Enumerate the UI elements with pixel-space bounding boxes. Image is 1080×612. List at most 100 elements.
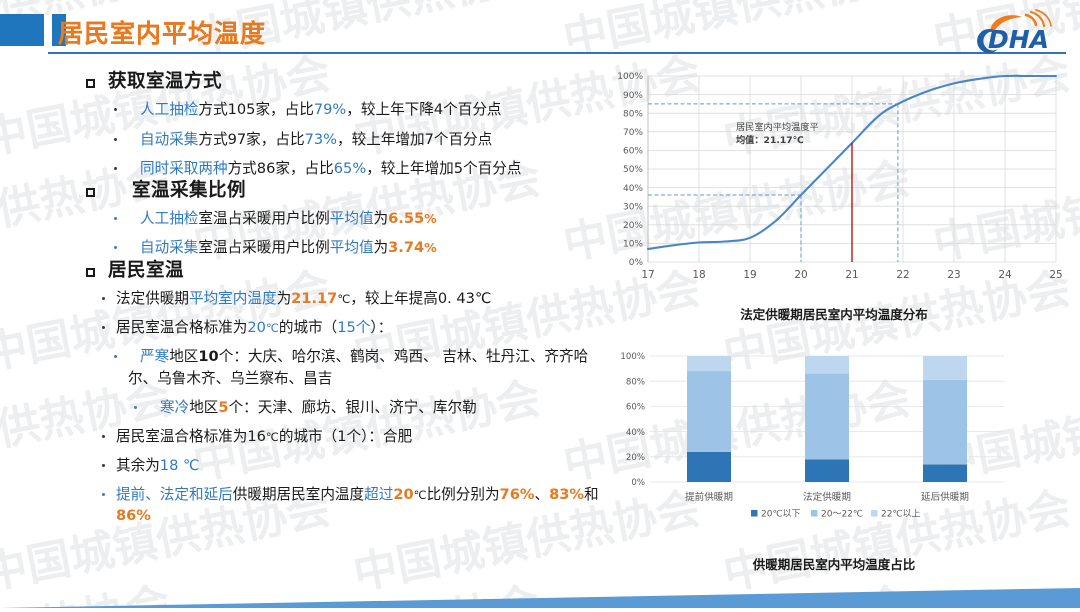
x-tick-label: 24 [998,269,1012,281]
section-heading-row: 室温采集比例 [86,179,606,201]
bullet-text: 人工抽检室温占采暖用户比例平均值为6.55% [128,208,437,229]
bullet-dot-icon [134,405,137,409]
text-run: 、 [534,486,550,504]
x-tick-label: 25 [1049,269,1062,281]
bullet-dot-icon [102,326,105,330]
text-run: ℃ [337,292,351,307]
bullet-dot-icon [102,434,105,438]
text-run: 同时采取两种 [140,159,228,177]
text-run: 自动采集 [140,239,199,257]
y-tick-label: 30% [623,202,643,212]
y-tick-label: 70% [623,128,643,138]
text-run: 10 [198,348,219,366]
x-tick-label: 18 [692,269,705,281]
x-category-label: 延后供暖期 [921,491,969,503]
x-category-label: 法定供暖期 [803,491,851,503]
bar-segment [805,356,849,374]
cdha-logo-icon: DHA [952,8,1064,56]
y-tick-label: 0% [631,478,645,488]
bar-segment [687,356,731,372]
bullet-text: 人工抽检方式105家，占比79%，较上年下降4个百分点 [128,99,502,120]
text-run: 法定供暖期 [116,290,189,308]
y-tick-label: 40% [626,428,645,438]
text-run: 家，占比 [275,159,334,177]
bullet-dot-icon [114,108,117,112]
text-run: 20 [393,486,414,504]
bar-segment [923,464,967,482]
square-bullet-icon [86,187,95,197]
bullet-dot-icon [114,166,117,170]
y-tick-label: 80% [623,109,643,119]
bullet-text: 提前、法定和延后供暖期居民室内温度超过20℃比例分别为76%、83%和 86% [116,484,606,526]
bullet-row: 严寒地区10个：大庆、哈尔滨、鹤岗、鸡西、 吉林、牡丹江、齐齐哈尔、乌鲁木齐、乌… [86,346,606,388]
y-tick-label: 100% [617,72,643,82]
text-run: 居民室温合格标准为 [116,319,248,337]
text-run: ）： [370,319,393,337]
bar-segment [923,379,967,465]
text-run: 寒冷 [160,398,190,416]
section-heading: 获取室温方式 [108,71,223,92]
text-run: 为 [373,239,389,257]
y-tick-label: 60% [626,403,645,413]
stacked-bar-chart-canvas: 0% 20% 40% 60% 80% 100% 提前供暖期 法定供暖期 延后供暖期 20℃以下 20… [620,352,1004,519]
bullet-dot-icon [102,463,105,467]
header-accent-block-small [52,14,66,46]
chart-annotation-line: 居民室内平均温度平 [736,121,819,133]
text-run: ，较上年下降4个百分点 [346,101,502,119]
text-run: 86 [256,159,276,177]
chart-annotation-line: 均值：21.17℃ [736,134,804,146]
text-run: 86% [116,507,151,525]
bullet-dot-icon [102,493,105,497]
bullet-row: 居民室温合格标准为20℃的城市（15个）： [86,317,606,338]
text-run: 室温占采暖用户比例 [198,210,330,228]
text-run: ℃ [265,321,279,336]
text-run: ，较上年增加5个百分点 [366,159,522,177]
text-run: 5 [218,398,229,416]
bullet-row: 居民室温合格标准为16℃的城市（1个）：合肥 [86,426,606,447]
text-run: 3.74 [388,239,425,257]
text-run: 20 [247,319,266,337]
text-run: 方式 [198,130,228,148]
bullet-row: 法定供暖期平均室内温度为21.17℃，较上年提高0. 43℃ [86,288,606,309]
x-tick-label: 23 [947,269,960,281]
bullet-text: 居民室温合格标准为16℃的城市（1个）：合肥 [116,426,412,447]
legend-label: 22℃以上 [881,508,921,519]
text-run: 比例分别为 [426,486,500,504]
text-run: ℃ [265,429,279,444]
line-chart-canvas: 0% 10% 20% 30% 40% 50% 60% 70% 80% 90% 100% 17 18 19 2… [617,72,1062,281]
text-run: 97 [227,130,247,148]
content-body: 获取室温方式 人工抽检方式105家，占比79%，较上年下降4个百分点 自动采集方式9… [86,70,606,526]
chart-bottom-caption: 供暖期居民室内平均温度占比 [752,557,916,572]
text-run: 方式 [198,101,228,119]
text-run: 超过 [364,486,394,504]
text-run: 的城市（1个）：合肥 [278,427,413,445]
text-run: 方式 [227,159,257,177]
y-tick-label: 100% [620,352,645,362]
section-heading: 室温采集比例 [132,179,247,201]
text-run: 为 [373,210,389,228]
bullet-dot-icon [114,217,117,221]
bullet-dot-icon [114,137,117,141]
text-run: 人工抽检 [140,210,199,228]
bar-segment [687,371,731,452]
text-run: 平均值 [329,210,374,228]
bullet-text: 法定供暖期平均室内温度为21.17℃，较上年提高0. 43℃ [116,288,491,309]
bullet-text: 其余为18 ℃ [116,455,199,476]
bullet-text: 同时采取两种方式86家，占比65%，较上年增加5个百分点 [128,158,521,179]
y-tick-label: 40% [623,184,643,194]
section-heading: 居民室温 [108,259,185,281]
chart-top-caption: 法定供暖期居民室内平均温度分布 [740,307,928,322]
text-run: 提前、法定和延后 [116,486,233,504]
bullet-row: 其余为18 ℃ [86,455,606,476]
text-run: 人工抽检 [140,101,199,119]
y-tick-label: 80% [626,377,645,387]
bullet-row: 自动采集室温占采暖用户比例平均值为3.74% [86,237,606,258]
text-run: 18 ℃ [159,456,200,474]
text-run: 地区 [169,348,199,366]
text-run: ，较上年提高0. 43℃ [350,290,492,308]
x-tick-label: 21 [845,269,858,281]
square-bullet-icon [86,79,95,88]
y-tick-label: 0% [629,258,644,268]
legend-swatch [871,510,878,517]
text-run: 79% [313,101,347,119]
